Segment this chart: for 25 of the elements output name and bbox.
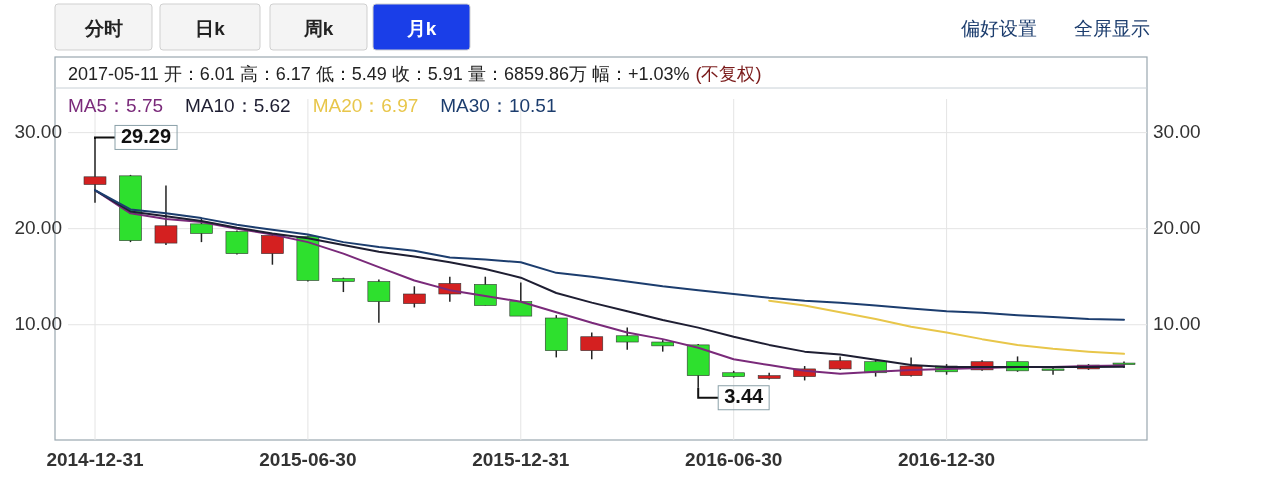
text: MA30：10.51 [440,95,557,116]
text: 月k [405,18,437,39]
y-tick-label: 20.00 [14,216,62,238]
text: MA20：6.97 [312,95,419,116]
text: 日k [195,18,226,39]
y2-tick-label: 10.00 [1153,312,1201,334]
y2-tick-label: 20.00 [1153,216,1201,238]
text: 全屏显示 [1074,18,1150,39]
x-tick-label: 2016-12-30 [897,449,996,470]
text: 周k [302,18,334,39]
x-tick-label: 2016-06-30 [685,449,783,470]
y-tick-label: 10.00 [14,312,62,334]
text: 分时 [83,18,123,39]
text: 偏好设置 [961,18,1037,39]
x-tick-label: 2015-06-30 [259,449,357,470]
y-tick-label: 30.00 [14,120,62,142]
x-tick-label: 2014-12-31 [46,449,145,470]
text: (不复权) [695,64,762,84]
text: MA5：5.75 [68,95,164,116]
x-tick-label: 2015-12-31 [472,449,570,470]
annotation: 29.29 [121,124,172,147]
text: MA10：5.62 [185,95,291,116]
text: 2017-05-11 开：6.01 高：6.17 低：5.49 收：5.91 量：6859.86万 幅：+1.03% [68,64,690,84]
y2-tick-label: 30.00 [1153,120,1201,142]
annotation: 3.44 [724,385,765,408]
